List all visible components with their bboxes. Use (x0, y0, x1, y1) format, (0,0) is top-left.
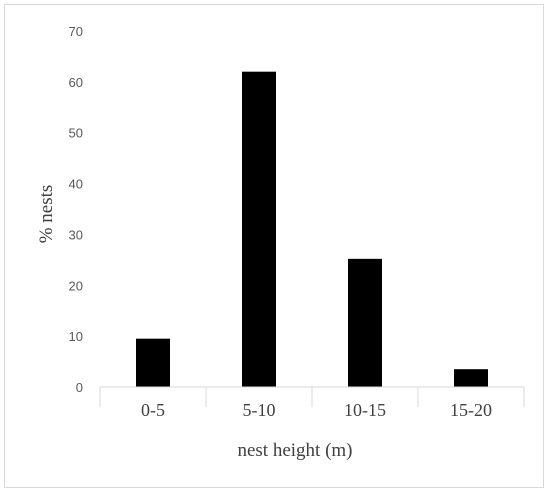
x-axis-category-labels: 0-5 5-10 10-15 15-20 (141, 400, 492, 420)
x-category-label: 5-10 (243, 400, 276, 420)
y-tick-label: 60 (69, 75, 83, 90)
y-tick-label: 40 (69, 177, 83, 192)
bar-chart: 0 10 20 30 40 50 60 70 0-5 5-10 10-15 15-20 % nest… (36, 24, 525, 461)
x-category-label: 15-20 (450, 400, 492, 420)
bar-0-5 (136, 338, 170, 387)
bar-5-10 (242, 71, 276, 387)
y-tick-label: 20 (69, 278, 83, 293)
y-tick-label: 70 (69, 24, 83, 39)
y-tick-label: 0 (76, 380, 83, 395)
x-category-label: 10-15 (344, 400, 386, 420)
y-tick-label: 10 (69, 329, 83, 344)
x-axis (99, 386, 525, 407)
y-tick-label: 30 (69, 227, 83, 242)
x-category-label: 0-5 (141, 400, 165, 420)
y-axis-ticks: 0 10 20 30 40 50 60 70 (69, 24, 83, 395)
bars (136, 71, 488, 387)
bar-15-20 (454, 369, 488, 387)
chart-frame: 0 10 20 30 40 50 60 70 0-5 5-10 10-15 15-20 % nest… (4, 4, 544, 488)
y-tick-label: 50 (69, 126, 83, 141)
y-axis-title: % nests (36, 185, 57, 244)
x-axis-title: nest height (m) (237, 440, 352, 461)
bar-10-15 (348, 258, 382, 387)
